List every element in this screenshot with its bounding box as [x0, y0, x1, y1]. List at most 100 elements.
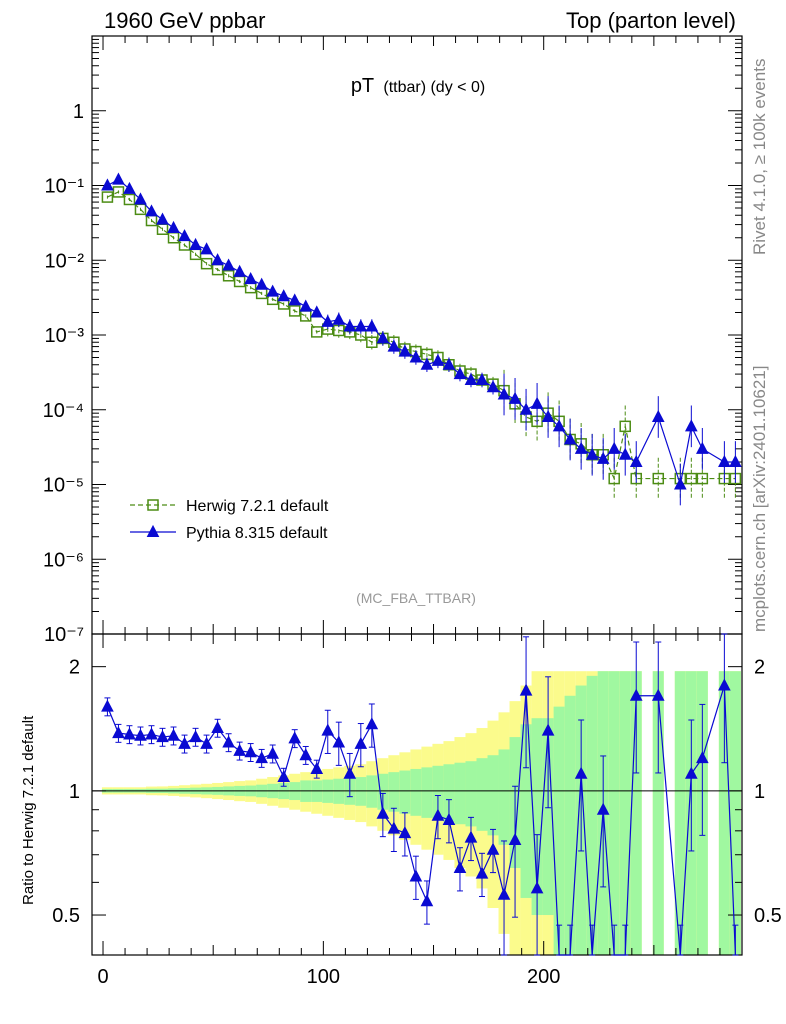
- ratio-point: [156, 730, 169, 743]
- pythia-point: [167, 220, 180, 234]
- ratio-point: [321, 723, 335, 736]
- pythia-point: [277, 289, 291, 302]
- pythia-point: [684, 419, 698, 432]
- ratio-band-inner: [399, 770, 411, 814]
- herwig-point: [123, 193, 136, 206]
- ratio-point: [310, 761, 324, 774]
- ratio-point: [409, 869, 423, 882]
- source-label: mcplots.cern.ch [arXiv:2401.10621]: [750, 365, 769, 632]
- pythia-line: [107, 178, 736, 485]
- ratio-band-inner: [531, 718, 543, 916]
- herwig-line: [107, 191, 736, 481]
- ratio-point: [222, 735, 235, 748]
- pythia-point: [464, 372, 478, 386]
- ratio-point: [431, 808, 445, 821]
- ratio-point: [420, 894, 434, 907]
- pythia-point: [222, 258, 235, 271]
- ratio-point: [255, 751, 268, 764]
- ratio-point: [189, 730, 202, 743]
- ratio-point: [629, 688, 643, 701]
- y-tick-label: 1: [73, 101, 84, 123]
- herwig-point: [366, 336, 378, 348]
- ratio-point: [134, 728, 147, 741]
- ratio-point: [684, 766, 698, 779]
- y-tick-label: 10⁻²: [45, 250, 85, 272]
- ratio-band-inner: [674, 671, 686, 955]
- pythia-point: [541, 409, 555, 422]
- ratio-point: [211, 720, 224, 734]
- ratio-point: [288, 731, 302, 744]
- ratio-point: [486, 842, 500, 855]
- pythia-point: [420, 357, 434, 370]
- ratio-panel-frame: [91, 633, 743, 956]
- ratio-band-inner: [465, 761, 477, 827]
- plot-title: pT (ttbar) (dy < 0): [351, 75, 485, 97]
- pythia-point: [321, 314, 335, 327]
- pythia-point: [101, 178, 114, 191]
- plot-title-sub: (ttbar) (dy < 0): [383, 79, 485, 96]
- pythia-point: [354, 319, 368, 332]
- pythia-point: [244, 271, 257, 285]
- ratio-point: [354, 736, 368, 749]
- pythia-point: [189, 237, 202, 250]
- ratio-band-inner: [410, 768, 422, 816]
- ratio-point: [530, 881, 544, 894]
- y-tick-label: 10⁻⁴: [43, 400, 84, 422]
- main-panel-frame: [91, 35, 743, 635]
- herwig-point: [112, 186, 125, 198]
- y-tick-label: 10⁻⁵: [43, 475, 84, 497]
- ratio-point: [266, 746, 280, 759]
- pythia-point: [585, 447, 599, 460]
- pythia-point: [442, 357, 456, 370]
- ratio-point: [519, 683, 533, 696]
- pythia-point: [409, 350, 423, 363]
- herwig-point: [200, 257, 213, 270]
- ratio-y-tick-label-right: 2: [754, 657, 765, 679]
- axis-tick-labels: 10⁻⁷ 10⁻⁶ 10⁻⁵ 10⁻⁴ 10⁻³ 10⁻² 10⁻¹ 1 0 100 200 0.5 0…: [43, 101, 782, 988]
- herwig-point: [619, 420, 631, 433]
- ratio-band-inner: [388, 772, 400, 812]
- ratio-series-layer: [101, 633, 739, 956]
- ratio-band-inner: [729, 671, 741, 955]
- ratio-point: [574, 766, 588, 779]
- header-left: 1960 GeV ppbar: [104, 8, 266, 33]
- ratio-band-inner: [553, 706, 565, 955]
- legend-pythia-marker: [146, 524, 160, 537]
- legend: Herwig 7.2.1 default Pythia 8.315 default: [130, 498, 329, 542]
- pythia-point: [255, 277, 268, 290]
- ratio-point: [200, 736, 213, 749]
- ratio-point: [464, 830, 478, 843]
- pythia-point: [112, 172, 125, 185]
- pythia-point: [696, 441, 709, 454]
- herwig-point: [222, 270, 235, 282]
- ratio-band-inner: [520, 724, 532, 898]
- pythia-point: [156, 212, 169, 225]
- ratio-band-inner: [355, 777, 367, 806]
- x-tick-label: 100: [307, 966, 340, 988]
- ratio-point: [101, 699, 114, 712]
- ratio-band-inner: [366, 775, 378, 808]
- ratio-point: [497, 887, 511, 900]
- ratio-y-tick-label-right: 0.5: [754, 905, 782, 927]
- ratio-y-tick-label-right: 1: [754, 781, 765, 803]
- ratio-band-inner: [619, 671, 631, 955]
- pythia-point: [607, 441, 621, 454]
- ratio-y-tick-label: 0.5: [52, 905, 80, 927]
- pythia-point: [134, 192, 147, 205]
- pythia-point: [497, 387, 511, 400]
- pythia-point: [519, 402, 533, 415]
- ratio-band-inner: [454, 762, 466, 825]
- ratio-band-inner: [718, 671, 730, 955]
- pythia-point: [718, 454, 731, 467]
- ratio-point: [277, 769, 291, 783]
- herwig-point: [652, 472, 665, 485]
- ratio-point: [508, 832, 522, 846]
- pythia-point: [629, 454, 643, 467]
- pythia-point: [343, 319, 357, 332]
- rivet-label: Rivet 4.1.0, ≥ 100k events: [750, 58, 769, 255]
- pythia-point: [145, 204, 158, 217]
- y-tick-label: 10⁻⁷: [44, 624, 84, 646]
- ratio-point: [145, 727, 158, 740]
- pythia-point: [673, 477, 687, 490]
